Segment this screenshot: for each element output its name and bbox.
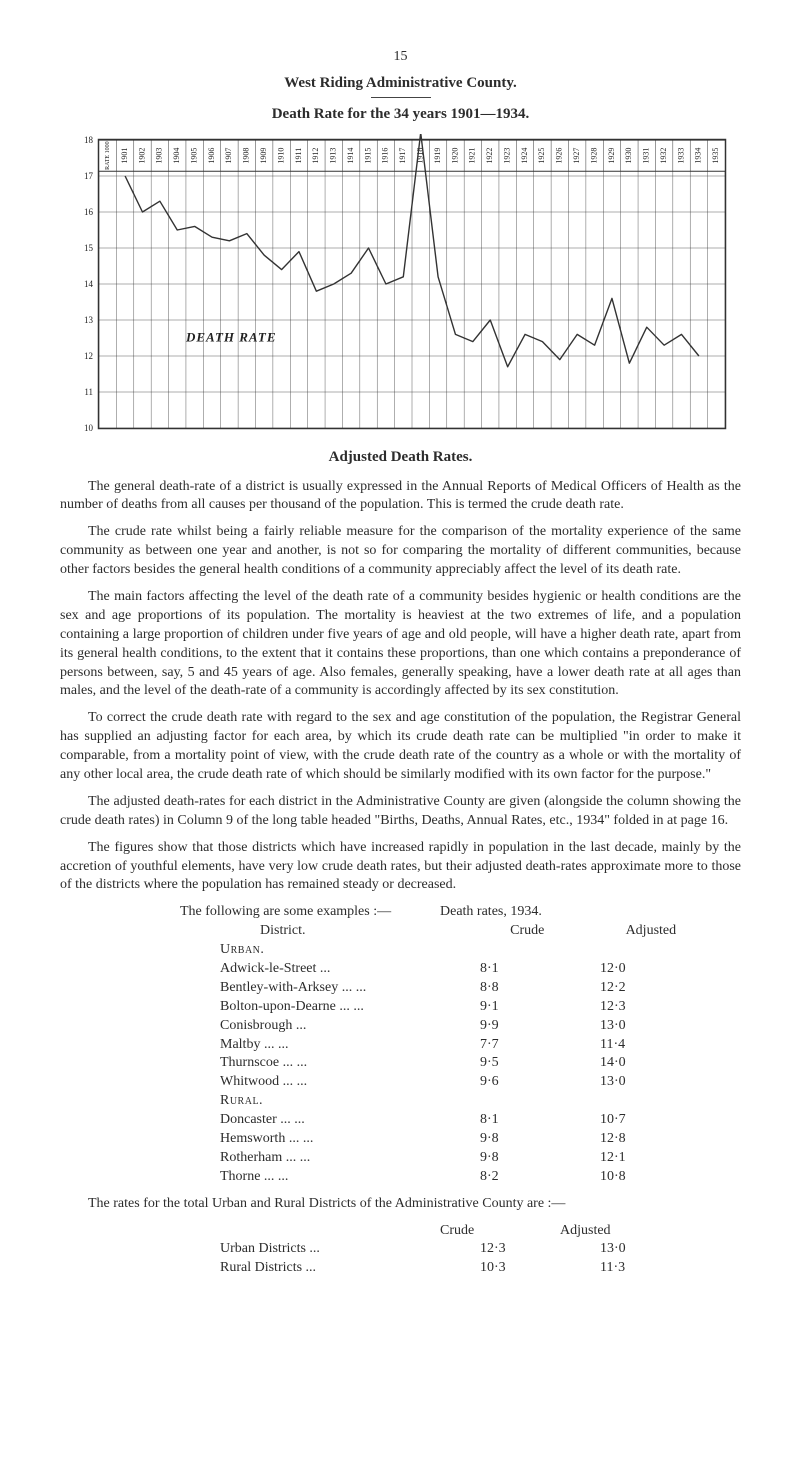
table-row: Bolton-upon-Dearne ... ...9·112·3 <box>180 998 741 1017</box>
chart-caption: Adjusted Death Rates. <box>60 447 741 467</box>
svg-text:1904: 1904 <box>172 148 181 164</box>
svg-text:1934: 1934 <box>693 148 702 164</box>
svg-text:1905: 1905 <box>189 148 198 164</box>
para-1: The general death-rate of a district is … <box>60 478 741 516</box>
svg-text:18: 18 <box>84 135 94 145</box>
col-district: District. <box>180 922 510 941</box>
svg-text:RATE 1000: RATE 1000 <box>105 142 111 171</box>
divider <box>371 97 431 98</box>
svg-text:15: 15 <box>84 243 94 253</box>
table-row: Conisbrough ...9·913·0 <box>180 1017 741 1036</box>
col-crude: Crude <box>510 922 625 941</box>
svg-text:1931: 1931 <box>641 148 650 164</box>
svg-text:13: 13 <box>84 315 94 325</box>
totals-col-adjusted: Adjusted <box>560 1222 680 1241</box>
para-6: The figures show that those districts wh… <box>60 839 741 896</box>
table-row: Maltby ... ...7·711·4 <box>180 1036 741 1055</box>
svg-text:1933: 1933 <box>676 148 685 164</box>
table-row: Urban Districts ...12·313·0 <box>180 1240 741 1259</box>
para-5: The adjusted death-rates for each distri… <box>60 793 741 831</box>
svg-text:1912: 1912 <box>311 148 320 164</box>
svg-text:1914: 1914 <box>345 148 354 164</box>
svg-text:1903: 1903 <box>154 148 163 164</box>
heading-county: West Riding Administrative County. <box>60 73 741 93</box>
para-3: The main factors affecting the level of … <box>60 588 741 701</box>
svg-text:1922: 1922 <box>485 148 494 164</box>
svg-text:1901: 1901 <box>119 148 128 164</box>
table-row: Adwick-le-Street ...8·112·0 <box>180 960 741 979</box>
svg-text:1911: 1911 <box>293 148 302 164</box>
svg-text:1923: 1923 <box>502 148 511 164</box>
table-row: Doncaster ... ...8·110·7 <box>180 1111 741 1130</box>
svg-text:1919: 1919 <box>432 148 441 164</box>
svg-text:1929: 1929 <box>606 148 615 164</box>
table-row: Rotherham ... ...9·812·1 <box>180 1149 741 1168</box>
table-row: Bentley-with-Arksey ... ...8·812·2 <box>180 979 741 998</box>
para-2: The crude rate whilst being a fairly rel… <box>60 523 741 580</box>
svg-text:1930: 1930 <box>624 148 633 164</box>
death-rate-chart: RATE 1000 1901 1902 1903 1904 1905 1906 1907 190… <box>71 134 731 441</box>
svg-text:17: 17 <box>84 171 94 181</box>
svg-text:1924: 1924 <box>519 148 528 164</box>
svg-text:14: 14 <box>84 279 94 289</box>
svg-text:1913: 1913 <box>328 148 337 164</box>
group-rural: Rural. <box>180 1092 480 1111</box>
svg-text:10: 10 <box>84 423 94 433</box>
svg-text:1932: 1932 <box>658 148 667 164</box>
totals-intro: The rates for the total Urban and Rural … <box>60 1195 741 1214</box>
svg-text:1925: 1925 <box>537 148 546 164</box>
table-row: Hemsworth ... ...9·812·8 <box>180 1130 741 1149</box>
col-adjusted: Adjusted <box>626 922 741 941</box>
svg-text:1916: 1916 <box>380 148 389 164</box>
svg-text:DEATH RATE: DEATH RATE <box>184 330 276 345</box>
group-urban: Urban. <box>180 941 480 960</box>
totals-table: Crude Adjusted Urban Districts ...12·313… <box>180 1222 741 1279</box>
rates-header: Death rates, 1934. <box>440 903 680 922</box>
svg-text:1927: 1927 <box>572 148 581 164</box>
page-number: 15 <box>60 48 741 67</box>
svg-text:1907: 1907 <box>224 148 233 164</box>
table-row: Whitwood ... ...9·613·0 <box>180 1073 741 1092</box>
svg-text:1902: 1902 <box>137 148 146 164</box>
svg-text:1906: 1906 <box>206 148 215 164</box>
examples-table: The following are some examples :— Death… <box>180 903 741 1186</box>
svg-text:16: 16 <box>84 207 94 217</box>
para-4: To correct the crude death rate with reg… <box>60 709 741 785</box>
examples-intro: The following are some examples :— <box>180 903 440 922</box>
totals-col-crude: Crude <box>440 1222 560 1241</box>
svg-text:11: 11 <box>84 387 93 397</box>
table-row: Thurnscoe ... ...9·514·0 <box>180 1054 741 1073</box>
svg-text:1926: 1926 <box>554 148 563 164</box>
heading-chart: Death Rate for the 34 years 1901—1934. <box>60 104 741 124</box>
svg-text:1909: 1909 <box>259 148 268 164</box>
table-row: Rural Districts ...10·311·3 <box>180 1259 741 1278</box>
svg-text:1921: 1921 <box>467 148 476 164</box>
svg-text:1920: 1920 <box>450 148 459 164</box>
svg-text:1917: 1917 <box>398 148 407 164</box>
svg-text:12: 12 <box>84 351 93 361</box>
svg-text:1910: 1910 <box>276 148 285 164</box>
svg-text:1928: 1928 <box>589 148 598 164</box>
svg-text:1915: 1915 <box>363 148 372 164</box>
svg-text:1935: 1935 <box>711 148 720 164</box>
svg-text:1908: 1908 <box>241 148 250 164</box>
table-row: Thorne ... ...8·210·8 <box>180 1168 741 1187</box>
